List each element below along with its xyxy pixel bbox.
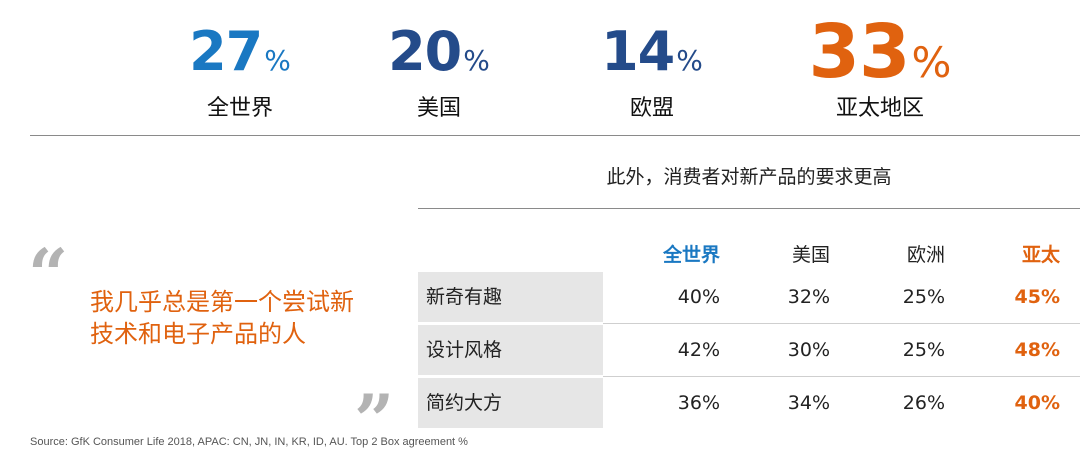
stat-value: 14% <box>601 20 703 83</box>
table-title: 此外，消费者对新产品的要求更高 <box>606 166 892 188</box>
cell-apac: 45% <box>1014 286 1060 308</box>
row-divider <box>603 323 1080 324</box>
table-row: 新奇有趣 40% 32% 25% 45% <box>418 272 1080 324</box>
table-row: 设计风格 42% 30% 25% 48% <box>418 325 1080 377</box>
stat-label: 美国 <box>416 96 461 121</box>
cell-europe: 25% <box>902 339 945 361</box>
stat-usa: 20% 美国 <box>339 14 539 124</box>
stat-global: 27% 全世界 <box>140 14 340 124</box>
cell-usa: 32% <box>787 286 830 308</box>
cell-apac: 48% <box>1014 339 1060 361</box>
source-note: Source: GfK Consumer Life 2018, APAC: CN… <box>30 436 468 448</box>
stat-value: 20% <box>388 20 490 83</box>
table-row: 简约大方 36% 34% 26% 40% <box>418 378 1080 430</box>
cell-global: 42% <box>677 339 720 361</box>
stat-label: 全世界 <box>206 96 273 121</box>
stat-apac: 33% 亚太地区 <box>780 14 980 124</box>
col-header-europe: 欧洲 <box>906 244 945 266</box>
cell-usa: 34% <box>787 392 830 414</box>
close-quote-icon: ” <box>354 379 395 454</box>
col-header-global: 全世界 <box>662 244 720 266</box>
stat-label: 亚太地区 <box>835 96 924 121</box>
cell-europe: 25% <box>902 286 945 308</box>
top-divider <box>30 135 1080 136</box>
quote-text: 我几乎总是第一个尝试新技术和电子产品的人 <box>90 288 354 348</box>
stat-value: 33% <box>808 9 952 95</box>
cell-usa: 30% <box>787 339 830 361</box>
table-divider <box>418 208 1080 209</box>
row-label: 设计风格 <box>418 325 603 375</box>
open-quote-icon: “ <box>28 233 69 316</box>
cell-global: 40% <box>677 286 720 308</box>
row-divider <box>603 376 1080 377</box>
stat-eu: 14% 欧盟 <box>552 14 752 124</box>
stat-value: 27% <box>189 20 291 83</box>
col-header-apac: 亚太 <box>1021 244 1060 266</box>
cell-global: 36% <box>677 392 720 414</box>
cell-apac: 40% <box>1014 392 1060 414</box>
col-header-usa: 美国 <box>791 244 830 266</box>
stat-label: 欧盟 <box>629 96 674 121</box>
row-label: 新奇有趣 <box>418 272 603 322</box>
row-label: 简约大方 <box>418 378 603 428</box>
cell-europe: 26% <box>902 392 945 414</box>
